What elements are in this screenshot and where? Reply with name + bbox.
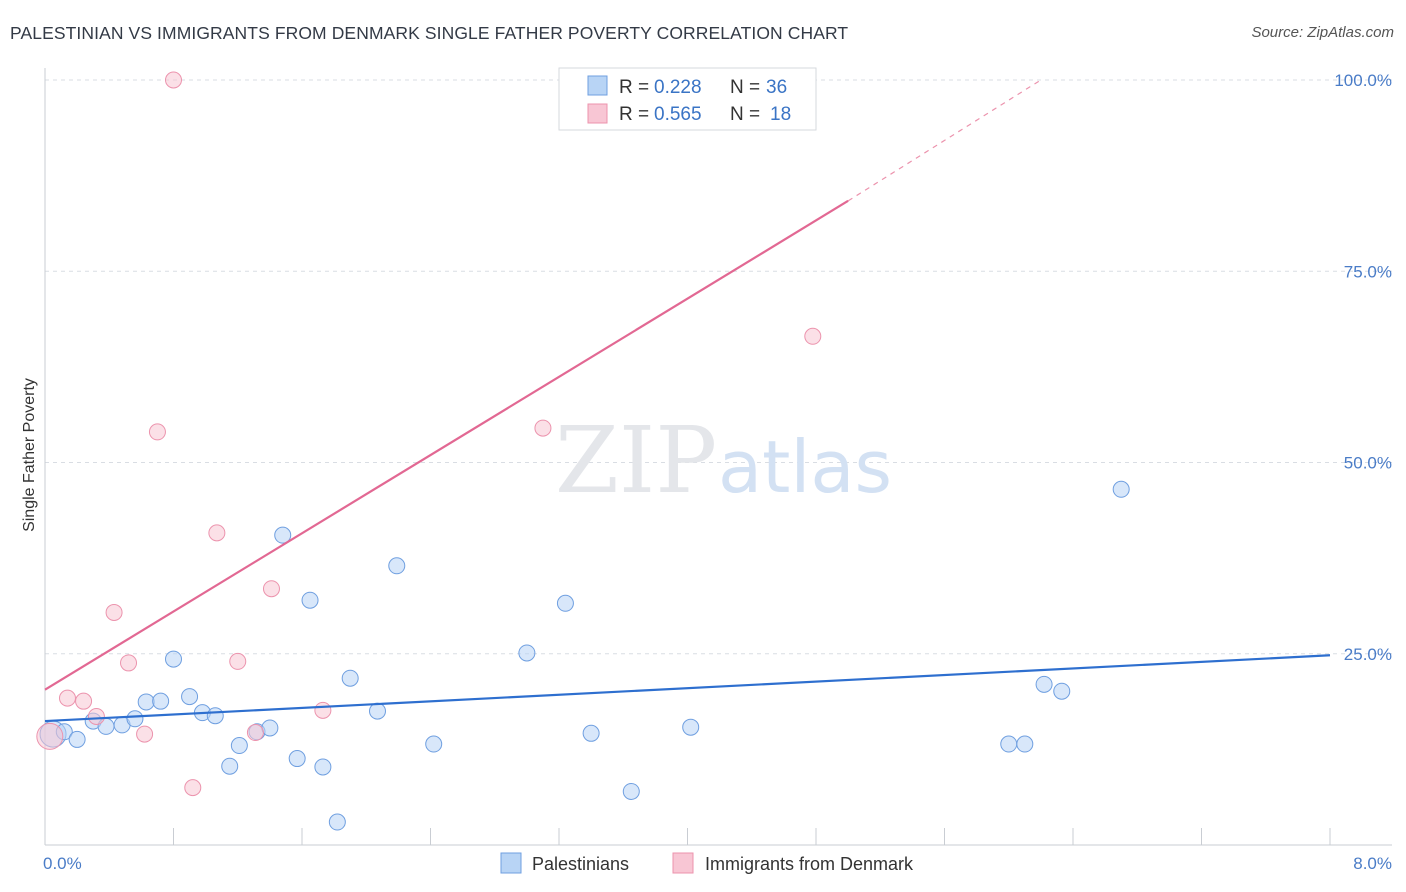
source-label: Source: ZipAtlas.com — [1251, 24, 1394, 41]
palestinian-point-21 — [328, 813, 346, 831]
palestinian-point-12 — [206, 707, 224, 725]
palestinian-point-25 — [425, 735, 443, 753]
palestinian-trend-line — [44, 654, 1331, 723]
palestinian-point-19 — [301, 591, 319, 609]
watermark-zip: ZIP — [555, 407, 717, 514]
palestinian-point-29 — [622, 782, 640, 800]
axes — [44, 68, 1392, 846]
legend-n-value-1: 36 — [766, 77, 787, 98]
palestinian-point-10 — [181, 688, 199, 706]
x-tick-label-0: 0.0% — [43, 854, 82, 873]
palestinian-point-32 — [1016, 735, 1034, 753]
denmark-point-10 — [208, 524, 226, 542]
y-tick-label-1: 50.0% — [1344, 454, 1392, 473]
palestinian-point-31 — [1000, 735, 1018, 753]
y-axis-title: Single Father Poverty — [21, 378, 38, 532]
denmark-point-5 — [120, 654, 138, 672]
palestinian-point-18 — [288, 750, 306, 768]
denmark-trend-line — [44, 199, 849, 691]
palestinian-point-20 — [314, 758, 332, 776]
bottom-legend-swatch-pink — [672, 852, 694, 874]
palestinian-point-23 — [368, 702, 386, 720]
denmark-point-13 — [262, 580, 280, 598]
denmark-point-8 — [165, 71, 182, 89]
palestinian-point-2 — [68, 730, 86, 748]
x-tick-label-1: 8.0% — [1353, 854, 1392, 873]
denmark-point-7 — [148, 423, 166, 441]
legend-r-value-1: 0.228 — [654, 77, 702, 98]
grid-lines — [45, 79, 1392, 655]
data-points — [36, 71, 1130, 831]
palestinian-point-30 — [682, 718, 700, 736]
legend-r-value-2: 0.565 — [654, 104, 702, 125]
palestinian-point-7 — [137, 693, 155, 711]
watermark-atlas: atlas — [718, 425, 892, 509]
bottom-legend-label-1: Palestinians — [532, 854, 629, 874]
legend-n-label-1: N = — [730, 77, 760, 98]
legend-r-label-1: R = — [619, 77, 649, 98]
legend-swatch-blue — [587, 75, 608, 96]
palestinian-point-26 — [518, 644, 536, 662]
denmark-point-15 — [534, 419, 552, 437]
legend-swatch-pink — [587, 103, 608, 124]
palestinian-point-14 — [230, 737, 248, 755]
denmark-point-12 — [246, 724, 264, 742]
bottom-legend-label-2: Immigrants from Denmark — [705, 854, 914, 874]
palestinian-point-17 — [274, 526, 292, 544]
denmark-point-14 — [314, 701, 332, 719]
denmark-point-11 — [229, 652, 247, 670]
denmark-point-6 — [136, 725, 154, 743]
palestinian-point-8 — [152, 692, 170, 710]
tick-labels: 25.0% 50.0% 75.0% 100.0% 0.0% 8.0% — [43, 71, 1392, 873]
y-tick-label-3: 100.0% — [1334, 71, 1392, 90]
palestinian-point-33 — [1035, 675, 1053, 693]
denmark-point-3 — [87, 707, 105, 725]
denmark-point-4 — [105, 603, 123, 621]
bottom-legend-swatch-blue — [500, 852, 522, 874]
palestinian-point-24 — [388, 557, 406, 575]
watermark: ZIP atlas — [555, 407, 892, 514]
chart-title: PALESTINIAN VS IMMIGRANTS FROM DENMARK S… — [10, 23, 849, 43]
palestinian-point-28 — [582, 724, 600, 742]
palestinian-point-34 — [1053, 682, 1071, 700]
palestinian-point-9 — [165, 650, 182, 668]
denmark-point-2 — [75, 692, 93, 710]
denmark-point-9 — [184, 779, 202, 797]
palestinian-point-6 — [126, 710, 144, 728]
legend: R = 0.228 N = 36 R = 0.565 N = 18 — [558, 67, 817, 131]
denmark-point-17 — [804, 327, 822, 345]
palestinian-point-16 — [261, 719, 279, 737]
legend-r-label-2: R = — [619, 104, 649, 125]
denmark-point-1 — [58, 689, 76, 707]
legend-n-label-2: N = — [730, 104, 760, 125]
y-tick-label-2: 75.0% — [1344, 262, 1392, 281]
denmark-point-0 — [36, 722, 64, 750]
trend-lines — [44, 79, 1331, 723]
palestinian-point-13 — [221, 757, 239, 775]
palestinian-point-27 — [556, 594, 574, 612]
legend-n-value-2: 18 — [770, 104, 791, 125]
denmark-trend-extension — [847, 79, 1042, 202]
y-tick-label-0: 25.0% — [1344, 645, 1392, 664]
palestinian-point-22 — [341, 669, 359, 687]
bottom-legend: Palestinians Immigrants from Denmark — [500, 852, 914, 874]
palestinian-point-35 — [1112, 480, 1130, 498]
